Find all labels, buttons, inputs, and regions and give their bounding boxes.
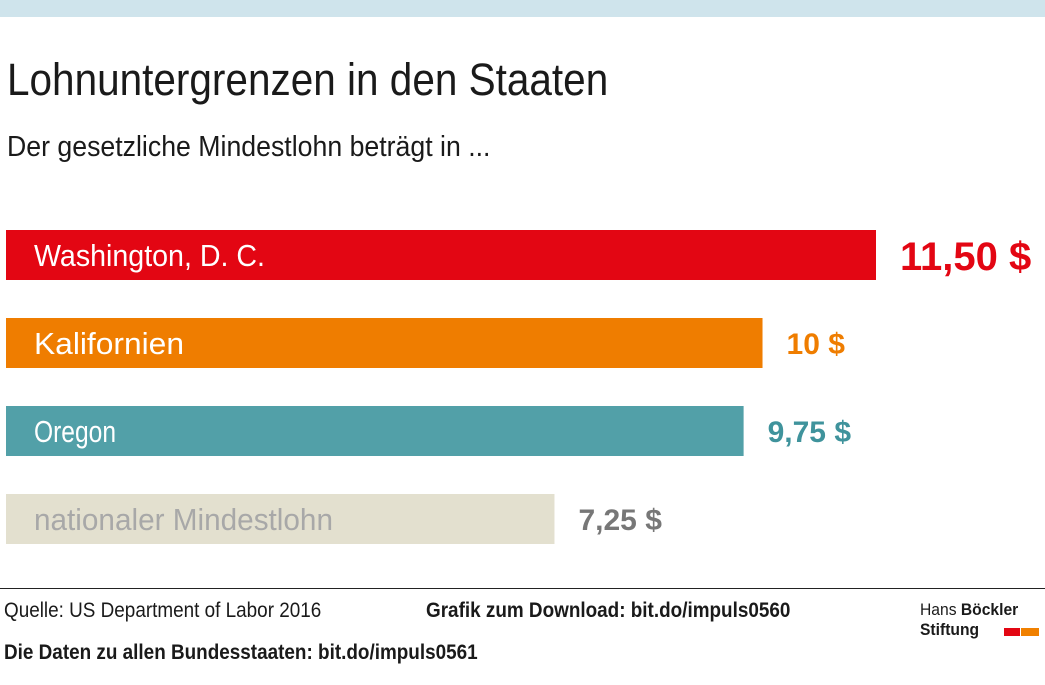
logo-orange-mark	[1021, 628, 1039, 636]
bar-0	[6, 230, 876, 280]
bar-3	[6, 494, 555, 544]
value-label-2: 9,75 $	[768, 416, 852, 449]
bar-label-0: Washington, D. C.	[34, 238, 265, 273]
bar-2	[6, 406, 744, 456]
hans-boeckler-stiftung-logo: Hans Böckler Stiftung	[920, 600, 1042, 648]
chart-subtitle: Der gesetzliche Mindestlohn beträgt in .…	[7, 131, 491, 163]
bar-label-1: Kalifornien	[34, 326, 184, 361]
value-label-3: 7,25 $	[578, 504, 662, 537]
bar-1	[6, 318, 763, 368]
value-label-1: 10 $	[787, 328, 846, 361]
footer-divider	[0, 588, 1045, 589]
logo-red-mark	[1004, 628, 1020, 636]
value-label-0: 11,50 $	[900, 235, 1031, 279]
bar-label-2: Oregon	[34, 414, 116, 449]
download-link[interactable]: Grafik zum Download: bit.do/impuls0560	[426, 599, 791, 622]
bar-label-3: nationaler Mindestlohn	[34, 502, 333, 537]
data-link[interactable]: Die Daten zu allen Bundesstaaten: bit.do…	[4, 641, 478, 664]
top-band	[0, 0, 1045, 17]
chart-title: Lohnuntergrenzen in den Staaten	[7, 54, 609, 105]
bar-chart: Washington, D. C. 11,50 $ Kalifornien 10 $ O…	[6, 230, 1031, 544]
source-note: Quelle: US Department of Labor 2016	[4, 599, 322, 622]
